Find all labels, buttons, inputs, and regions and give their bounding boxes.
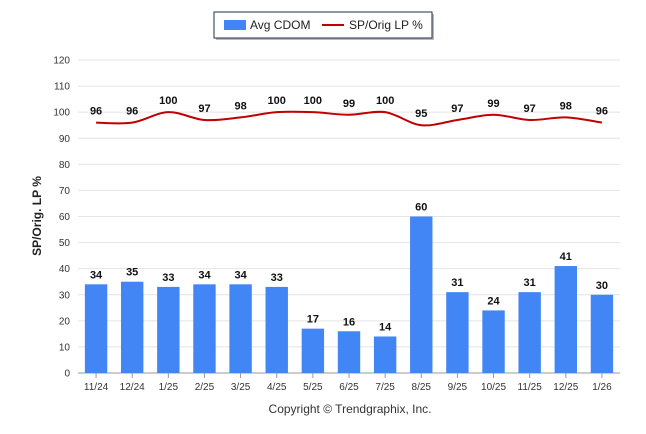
data-label-sp-orig-lp: 95 xyxy=(415,108,427,120)
data-label-sp-orig-lp: 97 xyxy=(198,103,210,115)
bar-avg-cdom xyxy=(554,266,578,373)
x-tick-label: 12/25 xyxy=(553,382,578,393)
data-label-avg-cdom: 60 xyxy=(415,202,427,214)
legend-label-sp-orig-lp: SP/Orig LP % xyxy=(349,18,423,32)
data-label-sp-orig-lp: 100 xyxy=(376,95,394,107)
x-tick-label: 1/25 xyxy=(159,382,179,393)
data-label-sp-orig-lp: 97 xyxy=(451,103,463,115)
y-tick-label: 120 xyxy=(53,56,70,67)
line-series-sp-orig-lp xyxy=(96,110,603,127)
legend-swatch-avg-cdom xyxy=(224,20,246,30)
y-axis-ticks: 0 10 20 30 40 50 60 70 80 90 100 110 120 xyxy=(53,56,70,380)
bar-avg-cdom xyxy=(590,294,614,373)
x-tick-label: 7/25 xyxy=(375,382,395,393)
x-tick-label: 1/26 xyxy=(592,382,612,393)
data-label-avg-cdom: 34 xyxy=(198,269,211,281)
data-label-sp-orig-lp: 98 xyxy=(560,100,572,112)
data-label-avg-cdom: 41 xyxy=(560,251,572,263)
x-tick-label: 4/25 xyxy=(267,382,287,393)
y-tick-label: 50 xyxy=(59,238,71,249)
legend-label-avg-cdom: Avg CDOM xyxy=(250,18,310,32)
y-tick-label: 100 xyxy=(53,108,70,119)
data-labels: 34 35 33 34 34 33 17 16 14 60 31 24 31 41 30 96 96 100 97 9… xyxy=(90,95,608,333)
data-label-avg-cdom: 17 xyxy=(307,314,319,326)
y-tick-label: 70 xyxy=(59,186,71,197)
x-tick-label: 5/25 xyxy=(303,382,323,393)
bar-avg-cdom xyxy=(446,292,469,373)
data-label-sp-orig-lp: 98 xyxy=(234,100,246,112)
data-label-sp-orig-lp: 96 xyxy=(90,106,102,118)
data-label-avg-cdom: 24 xyxy=(487,295,500,307)
x-tick-label: 3/25 xyxy=(231,382,251,393)
data-label-avg-cdom: 33 xyxy=(162,272,174,284)
y-tick-label: 10 xyxy=(59,342,71,353)
data-label-sp-orig-lp: 99 xyxy=(343,98,355,110)
bar-avg-cdom xyxy=(337,331,361,373)
bar-avg-cdom xyxy=(301,328,325,373)
bar-series-avg-cdom xyxy=(84,216,614,373)
data-label-avg-cdom: 14 xyxy=(379,321,392,333)
y-tick-label: 0 xyxy=(64,369,70,380)
y-tick-label: 80 xyxy=(59,160,71,171)
data-label-avg-cdom: 34 xyxy=(234,269,247,281)
bar-avg-cdom xyxy=(518,292,541,373)
x-tick-label: 12/24 xyxy=(120,382,145,393)
x-tick-label: 11/25 xyxy=(518,382,543,393)
y-axis-label: SP/Orig. LP % xyxy=(30,176,44,256)
bar-avg-cdom xyxy=(157,286,180,373)
y-tick-label: 60 xyxy=(59,212,71,223)
data-label-sp-orig-lp: 100 xyxy=(159,95,177,107)
bar-avg-cdom xyxy=(410,216,433,373)
x-tick-label: 9/25 xyxy=(448,382,468,393)
bar-avg-cdom xyxy=(265,286,288,373)
y-tick-label: 110 xyxy=(54,82,70,93)
bar-avg-cdom xyxy=(84,284,108,373)
data-label-avg-cdom: 30 xyxy=(596,280,608,292)
bar-avg-cdom xyxy=(482,310,505,373)
y-tick-label: 90 xyxy=(59,134,71,145)
bar-avg-cdom xyxy=(373,336,397,373)
data-label-sp-orig-lp: 99 xyxy=(487,98,499,110)
data-label-sp-orig-lp: 96 xyxy=(126,106,138,118)
x-tick-label: 6/25 xyxy=(339,382,359,393)
x-tick-label: 11/24 xyxy=(84,382,109,393)
data-label-avg-cdom: 35 xyxy=(126,267,138,279)
data-label-avg-cdom: 31 xyxy=(524,277,536,289)
y-tick-label: 20 xyxy=(59,316,71,327)
y-tick-label: 30 xyxy=(59,290,71,301)
copyright-text: Copyright © Trendgraphix, Inc. xyxy=(269,402,432,416)
data-label-sp-orig-lp: 97 xyxy=(524,103,536,115)
x-tick-label: 10/25 xyxy=(481,382,506,393)
data-label-sp-orig-lp: 100 xyxy=(268,95,286,107)
data-label-avg-cdom: 16 xyxy=(343,316,355,328)
x-tick-label: 2/25 xyxy=(195,382,215,393)
y-tick-label: 40 xyxy=(59,264,71,275)
data-label-avg-cdom: 31 xyxy=(451,277,463,289)
data-label-avg-cdom: 33 xyxy=(271,272,283,284)
bar-avg-cdom xyxy=(229,284,252,373)
x-axis-ticks: 11/24 12/24 1/25 2/25 3/25 4/25 5/25 6/25 7/25 8/… xyxy=(84,373,612,393)
legend: Avg CDOM SP/Orig LP % xyxy=(213,11,434,40)
bar-avg-cdom xyxy=(120,281,144,373)
data-label-sp-orig-lp: 96 xyxy=(596,106,608,118)
bar-avg-cdom xyxy=(193,284,216,373)
x-tick-label: 8/25 xyxy=(412,382,432,393)
data-label-avg-cdom: 34 xyxy=(90,269,103,281)
data-label-sp-orig-lp: 100 xyxy=(304,95,322,107)
